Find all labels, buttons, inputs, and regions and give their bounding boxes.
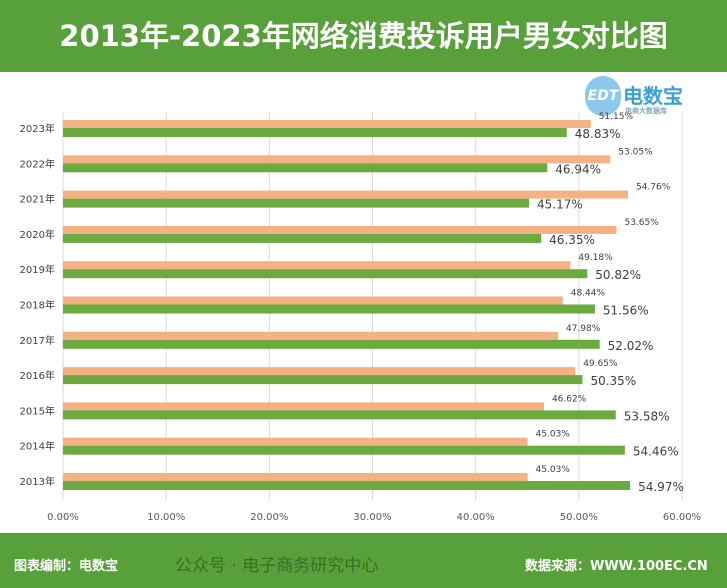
data-label: 45.03%	[536, 465, 571, 475]
data-label: 53.58%	[624, 409, 670, 423]
bar-female	[63, 437, 528, 446]
y-tick-label: 2013年	[20, 475, 55, 488]
data-label: 45.03%	[536, 430, 571, 440]
logo-brand: 电数宝	[623, 84, 683, 108]
bar-female	[63, 473, 528, 481]
y-tick-label: 2020年	[20, 228, 55, 241]
bar-male	[63, 339, 600, 349]
bar-male	[63, 233, 542, 243]
data-label: 50.35%	[590, 374, 636, 388]
page-title: 2013年-2023年网络消费投诉用户男女对比图	[0, 0, 727, 72]
y-tick-label: 2018年	[20, 299, 55, 312]
data-label: 51.15%	[599, 112, 634, 122]
bar-female	[63, 296, 563, 305]
y-tick-label: 2022年	[20, 157, 55, 170]
x-tick-label: 30.00%	[353, 512, 391, 523]
data-source: 数据来源：WWW.100EC.CN	[525, 559, 708, 574]
bar-female	[63, 367, 576, 376]
data-label: 46.62%	[552, 394, 587, 404]
data-label: 47.98%	[566, 324, 601, 334]
data-label: 49.65%	[583, 359, 618, 369]
x-tick-label: 40.00%	[457, 512, 495, 523]
data-label: 45.17%	[537, 198, 583, 212]
bar-female	[63, 402, 544, 411]
y-tick-label: 2014年	[20, 440, 55, 453]
data-label: 52.02%	[608, 339, 654, 353]
y-tick-label: 2017年	[20, 334, 55, 347]
footer: 图表编制：电数宝 公众号 · 电子商务研究中心 数据来源：WWW.100EC.C…	[0, 533, 727, 588]
data-label: 51.56%	[603, 304, 649, 318]
x-tick-label: 50.00%	[560, 512, 598, 523]
cloud-logo-icon: EDT	[585, 76, 621, 116]
x-tick-label: 10.00%	[147, 512, 185, 523]
bar-male	[63, 198, 530, 208]
bar-female	[63, 331, 558, 340]
bar-male	[63, 163, 548, 173]
data-label: 46.94%	[555, 162, 601, 176]
y-tick-label: 2021年	[20, 193, 55, 206]
bar-male	[63, 304, 595, 314]
bar-male	[63, 410, 616, 420]
bar-female	[63, 190, 628, 199]
data-label: 54.46%	[633, 445, 679, 459]
data-label: 54.97%	[638, 480, 684, 494]
logo-subtitle: 电商大数据库	[625, 107, 667, 115]
bar-female	[63, 120, 591, 128]
watermark: 公众号 · 电子商务研究中心	[175, 556, 379, 576]
bar-male	[63, 269, 588, 279]
y-tick-label: 2016年	[20, 369, 55, 382]
bar-female	[63, 261, 571, 270]
bar-female	[63, 225, 617, 234]
data-label: 49.18%	[578, 253, 613, 263]
data-label: 46.35%	[549, 233, 595, 247]
x-tick-label: 20.00%	[250, 512, 288, 523]
bar-male	[63, 375, 583, 385]
data-label: 53.65%	[624, 218, 659, 228]
y-tick-label: 2019年	[20, 263, 55, 276]
data-label: 53.05%	[618, 147, 653, 157]
bar-female	[63, 155, 611, 164]
data-label: 54.76%	[636, 183, 671, 193]
data-label: 48.83%	[575, 127, 621, 141]
bar-male	[63, 128, 567, 137]
chart-editor: 图表编制：电数宝	[14, 559, 119, 574]
data-label: 50.82%	[595, 268, 641, 282]
y-tick-label: 2023年	[20, 122, 55, 135]
y-tick-label: 2015年	[20, 404, 55, 417]
bar-male	[63, 445, 625, 455]
x-tick-label: 60.00%	[663, 512, 701, 523]
data-label: 48.44%	[571, 289, 606, 299]
bar-chart: 0.00% 10.00% 20.00% 30.00% 40.00% 50.00% 60.00…	[20, 112, 701, 523]
bar-male	[63, 481, 631, 490]
x-tick-label: 0.00%	[47, 512, 79, 523]
